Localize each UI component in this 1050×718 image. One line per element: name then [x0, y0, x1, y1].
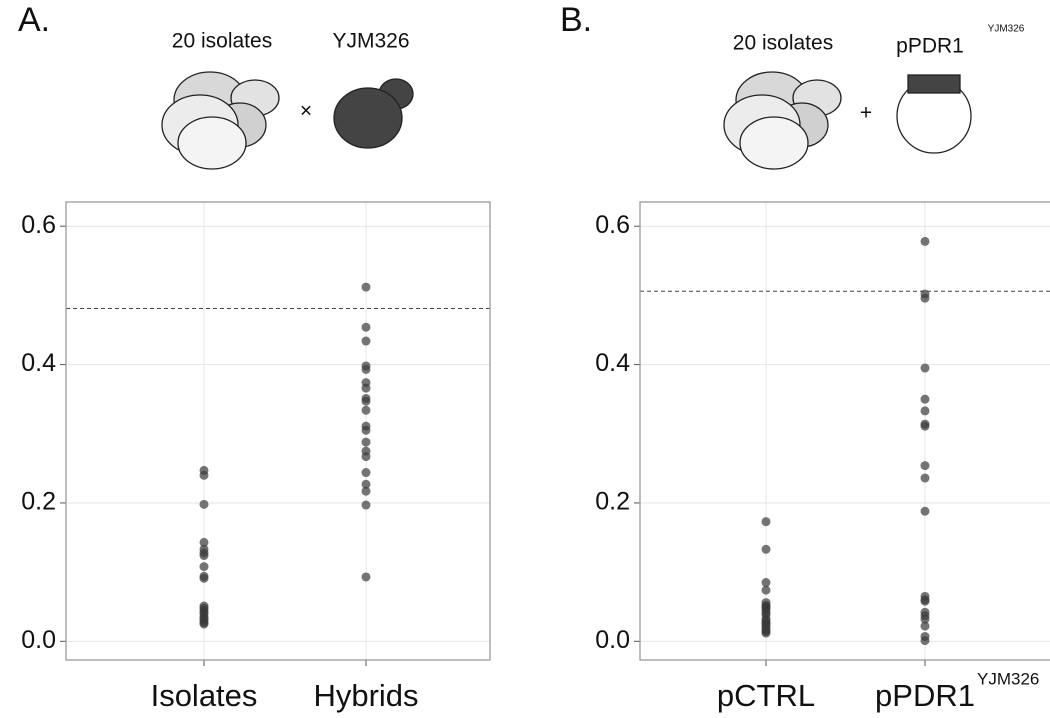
point [920, 506, 930, 516]
plot-background [66, 202, 490, 660]
plot-border [65, 201, 491, 661]
y-tick-label: 0.4 [595, 349, 630, 377]
x-tick-label: Isolates [151, 678, 258, 713]
point [761, 578, 771, 588]
point [920, 293, 930, 303]
x-tick-label: pCTRL [717, 678, 815, 713]
point [920, 363, 930, 373]
annotation: 20 isolates [733, 32, 833, 55]
point [199, 573, 209, 583]
annotation: pPDR1 [896, 35, 964, 58]
point [361, 425, 371, 435]
y-tick-label: 0.2 [21, 488, 56, 516]
point [199, 499, 209, 509]
y-tick-label: 0.2 [595, 488, 630, 516]
point [920, 394, 930, 404]
point [199, 470, 209, 480]
annotation: 20 isolates [172, 30, 272, 53]
point [361, 572, 371, 582]
point [361, 282, 371, 292]
point [920, 596, 930, 606]
panel-label: A. [18, 1, 50, 39]
point [920, 421, 930, 431]
panel-label: B. [560, 1, 592, 39]
point [361, 396, 371, 406]
point [920, 406, 930, 416]
point [920, 636, 930, 646]
point [361, 322, 371, 332]
point [920, 614, 930, 624]
point [199, 551, 209, 561]
annotation: YJM326 [988, 24, 1025, 35]
point [361, 364, 371, 374]
cell-cluster [161, 71, 280, 170]
y-tick-label: 0.4 [21, 349, 56, 377]
annotation: × [300, 100, 312, 123]
point [361, 437, 371, 447]
point [761, 517, 771, 527]
point [199, 537, 209, 547]
point [761, 585, 771, 595]
point [199, 562, 209, 572]
x-tick-label: pPDR1 [875, 678, 975, 713]
x-tick-label: Hybrids [313, 678, 418, 713]
cell-cluster [723, 71, 842, 170]
y-tick-label: 0.6 [21, 211, 56, 239]
point [761, 544, 771, 554]
point [920, 236, 930, 246]
plot-background [640, 202, 1050, 660]
point [361, 452, 371, 462]
point [199, 619, 209, 629]
point [920, 461, 930, 471]
point [920, 473, 930, 483]
point [761, 628, 771, 638]
y-tick-label: 0.0 [595, 626, 630, 654]
point [361, 405, 371, 415]
point [361, 383, 371, 393]
point [361, 479, 371, 489]
x-tick-superscript: YJM326 [977, 669, 1039, 688]
point [361, 468, 371, 478]
point [361, 500, 371, 510]
point [920, 621, 930, 631]
y-tick-label: 0.0 [21, 626, 56, 654]
y-tick-label: 0.6 [595, 211, 630, 239]
annotation: + [860, 102, 872, 125]
point [361, 336, 371, 346]
yeast-cell [333, 78, 414, 149]
plot-border [639, 201, 1050, 661]
point [361, 486, 371, 496]
plasmid [896, 74, 972, 154]
annotation: YJM326 [332, 30, 409, 53]
